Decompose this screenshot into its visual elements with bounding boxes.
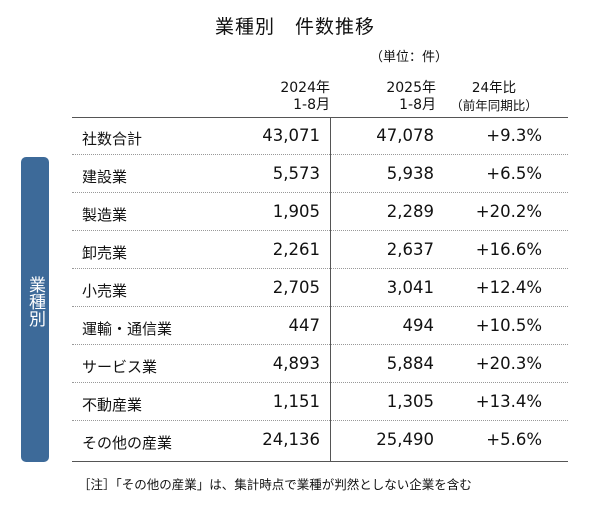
- row-ratio: +13.4%: [475, 392, 542, 411]
- column-header-2024: 2024年 1-8月: [250, 80, 330, 114]
- row-ratio: +10.5%: [475, 316, 542, 335]
- row-separator: [72, 192, 568, 193]
- table-row: 建設業 5,573 5,938 +6.5%: [72, 155, 568, 193]
- row-separator: [72, 268, 568, 269]
- row-name: 製造業: [82, 206, 128, 224]
- table-row: その他の産業 24,136 25,490 +5.6%: [72, 421, 568, 459]
- table-row: サービス業 4,893 5,884 +20.3%: [72, 345, 568, 383]
- row-ratio: +5.6%: [486, 430, 542, 449]
- row-value-2025: 2,289: [386, 202, 434, 221]
- row-separator: [72, 382, 568, 383]
- column-header-2024-line2: 1-8月: [293, 97, 330, 113]
- row-name: その他の産業: [82, 434, 173, 452]
- row-name: 運輸・通信業: [82, 320, 173, 338]
- header-top-rule: [72, 117, 568, 118]
- row-ratio: +9.3%: [486, 126, 542, 145]
- row-value-2024: 2,261: [272, 240, 320, 259]
- table-row: 小売業 2,705 3,041 +12.4%: [72, 269, 568, 307]
- table-row: 製造業 1,905 2,289 +20.2%: [72, 193, 568, 231]
- row-ratio: +6.5%: [486, 164, 542, 183]
- row-value-2024: 4,893: [272, 354, 320, 373]
- row-value-2025: 47,078: [376, 126, 434, 145]
- row-separator: [72, 306, 568, 307]
- table-row: 卸売業 2,261 2,637 +16.6%: [72, 231, 568, 269]
- row-value-2025: 1,305: [386, 392, 434, 411]
- sidebar-label: 業種別: [25, 276, 45, 327]
- row-value-2025: 25,490: [376, 430, 434, 449]
- row-separator: [72, 230, 568, 231]
- page-title: 業種別 件数推移: [214, 16, 375, 38]
- row-name: 社数合計: [82, 130, 143, 148]
- column-header-ratio: 24年比 （前年同期比）: [440, 80, 548, 114]
- column-header-2024-line1: 2024年: [280, 80, 330, 96]
- column-header-2025-line1: 2025年: [386, 80, 436, 96]
- row-separator: [72, 344, 568, 345]
- row-value-2024: 1,905: [272, 202, 320, 221]
- table-row: 不動産業 1,151 1,305 +13.4%: [72, 383, 568, 421]
- row-name: 不動産業: [82, 396, 143, 414]
- row-name: 卸売業: [82, 244, 128, 262]
- table-row: 運輸・通信業 447 494 +10.5%: [72, 307, 568, 345]
- unit-label: （単位：件）: [370, 50, 449, 65]
- row-ratio: +20.2%: [475, 202, 542, 221]
- row-separator: [72, 154, 568, 155]
- row-value-2025: 5,884: [386, 354, 434, 373]
- row-name: サービス業: [82, 358, 158, 376]
- row-value-2024: 43,071: [262, 126, 320, 145]
- row-ratio: +12.4%: [475, 278, 542, 297]
- column-divider: [330, 117, 331, 461]
- row-ratio: +20.3%: [475, 354, 542, 373]
- sidebar-tab: [21, 157, 49, 462]
- row-value-2025: 3,041: [386, 278, 434, 297]
- row-value-2024: 5,573: [272, 164, 320, 183]
- row-separator: [72, 420, 568, 421]
- row-value-2024: 1,151: [272, 392, 320, 411]
- row-value-2024: 24,136: [262, 430, 320, 449]
- column-header-ratio-line1: 24年比: [471, 80, 517, 96]
- column-header-ratio-line2: （前年同期比）: [450, 98, 538, 113]
- row-name: 小売業: [82, 282, 128, 300]
- row-value-2025: 5,938: [386, 164, 434, 183]
- row-name: 建設業: [82, 168, 128, 186]
- table-bottom-rule: [72, 461, 568, 462]
- table-row: 社数合計 43,071 47,078 +9.3%: [72, 117, 568, 155]
- row-value-2024: 447: [288, 316, 321, 335]
- column-header-2025: 2025年 1-8月: [358, 80, 436, 114]
- row-value-2025: 494: [402, 316, 435, 335]
- footnote: ［注］「その他の産業」は、集計時点で業種が判然としない企業を含む: [78, 477, 472, 492]
- row-value-2025: 2,637: [386, 240, 434, 259]
- row-ratio: +16.6%: [475, 240, 542, 259]
- column-header-2025-line2: 1-8月: [399, 97, 436, 113]
- row-value-2024: 2,705: [272, 278, 320, 297]
